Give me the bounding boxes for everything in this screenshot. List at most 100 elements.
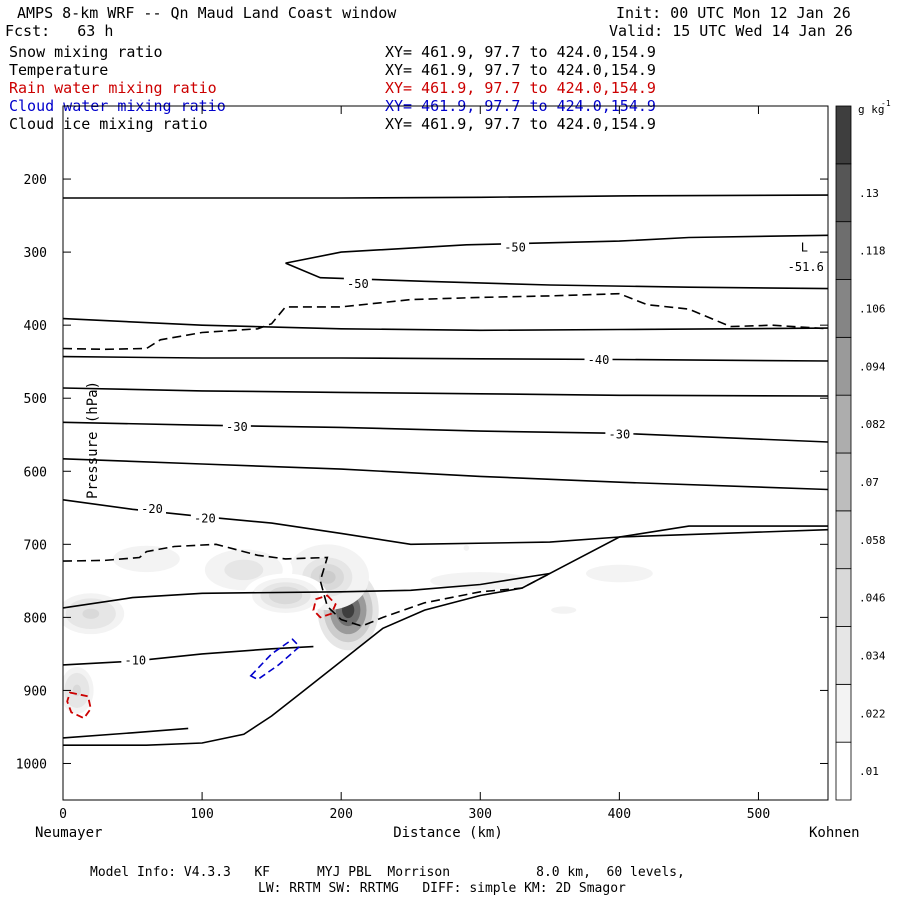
legend-name-cloud-ice: Cloud ice mixing ratio bbox=[9, 115, 208, 133]
colorbar-unit: g kg bbox=[858, 103, 885, 116]
y-tick-label: 1000 bbox=[16, 757, 47, 772]
cloud-water-contour bbox=[249, 638, 301, 681]
shade-blob bbox=[602, 569, 637, 578]
colorbar-swatch bbox=[835, 163, 852, 223]
contour-label-bg bbox=[343, 274, 372, 290]
shade-blob bbox=[318, 570, 336, 584]
colorbar-swatch bbox=[835, 336, 852, 396]
low-marker: L bbox=[801, 240, 808, 254]
contour-label-bg bbox=[190, 509, 219, 525]
contour-label-bg bbox=[501, 238, 530, 254]
contour-label: -20 bbox=[141, 502, 163, 516]
legend-xy-rain: XY= 461.9, 97.7 to 424.0,154.9 bbox=[385, 79, 656, 97]
temperature-contour bbox=[63, 317, 828, 332]
model-info: Model Info: V4.3.3 KF MYJ PBL Morrison 8… bbox=[90, 865, 685, 880]
contour-label: -30 bbox=[609, 427, 631, 441]
chart-title: AMPS 8-km WRF -- Qn Maud Land Coast wind… bbox=[17, 4, 397, 22]
colorbar-level-label: .082 bbox=[859, 418, 886, 431]
valid-time: Valid: 15 UTC Wed 14 Jan 26 bbox=[609, 22, 853, 40]
colorbar-level-label: .034 bbox=[859, 649, 886, 662]
shade-blob bbox=[277, 591, 294, 600]
legend-xy-temperature: XY= 461.9, 97.7 to 424.0,154.9 bbox=[385, 61, 656, 79]
y-tick-label: 800 bbox=[24, 611, 47, 626]
x-axis-label: Distance (km) bbox=[393, 825, 503, 841]
colorbar-swatch bbox=[835, 626, 852, 685]
colorbar-level-label: .046 bbox=[859, 592, 886, 605]
colorbar-level-label: .13 bbox=[859, 187, 879, 200]
plot-frame bbox=[62, 105, 829, 801]
right-endpoint-label: Kohnen bbox=[809, 825, 860, 841]
contour-label-bg bbox=[121, 651, 150, 667]
colorbar-level-label: .118 bbox=[859, 245, 886, 258]
contour-label-bg bbox=[222, 417, 251, 433]
x-tick-label: 200 bbox=[329, 807, 352, 822]
model-physics: LW: RRTM SW: RRTMG DIFF: simple KM: 2D S… bbox=[258, 881, 626, 896]
contour-labels: -50 -50 -40 -30 -30 -20 -20 -10 L -51.6 bbox=[121, 238, 824, 668]
forecast-hour: Fcst: 63 h bbox=[5, 22, 114, 40]
colorbar-swatch bbox=[835, 741, 852, 801]
colorbar-level-label: .07 bbox=[859, 476, 879, 489]
contour-label: -50 bbox=[347, 277, 369, 291]
terrain-line bbox=[63, 525, 828, 746]
y-axis-label: Pressure (hPa) bbox=[85, 381, 101, 499]
colorbar-level-label: .058 bbox=[859, 534, 886, 547]
cloud-ice-contour bbox=[63, 292, 828, 351]
legend-xy-snow: XY= 461.9, 97.7 to 424.0,154.9 bbox=[385, 43, 656, 61]
init-time: Init: 00 UTC Mon 12 Jan 26 bbox=[616, 4, 851, 22]
colorbar-swatch bbox=[835, 568, 852, 627]
colorbar-level-label: .01 bbox=[859, 765, 879, 778]
legend-xy-cloud-ice: XY= 461.9, 97.7 to 424.0,154.9 bbox=[385, 115, 656, 133]
contour-label: -20 bbox=[194, 511, 216, 525]
temperature-contour bbox=[285, 262, 828, 290]
y-tick-label: 500 bbox=[24, 392, 47, 407]
y-tick-label: 700 bbox=[24, 538, 47, 553]
temperature-contour bbox=[63, 727, 189, 739]
contour-lines bbox=[63, 194, 828, 746]
colorbar-swatch bbox=[835, 510, 852, 570]
colorbar: g kg -1 .01 .022 .034 .046 .058 .07 .082 .094 .1… bbox=[835, 99, 891, 801]
shade-blob bbox=[463, 545, 470, 551]
temperature-contour bbox=[63, 645, 314, 666]
left-endpoint-label: Neumayer bbox=[35, 825, 102, 841]
shade-blob bbox=[135, 554, 158, 564]
shade-blob bbox=[551, 606, 577, 614]
x-tick-label: 0 bbox=[59, 807, 67, 822]
x-tick-label: 100 bbox=[190, 807, 213, 822]
colorbar-level-label: .094 bbox=[859, 360, 886, 373]
colorbar-swatch bbox=[835, 452, 852, 512]
rain-contour bbox=[66, 691, 92, 720]
mixing-ratio-shading bbox=[63, 533, 703, 720]
x-tick-label: 300 bbox=[469, 807, 492, 822]
x-tick-label: 500 bbox=[747, 807, 770, 822]
temperature-contour bbox=[63, 458, 828, 491]
y-tick-label: 900 bbox=[24, 684, 47, 699]
colorbar-level-label: .022 bbox=[859, 707, 886, 720]
contour-label: -50 bbox=[504, 240, 526, 254]
temperature-contour bbox=[63, 194, 828, 199]
colorbar-unit-exponent: -1 bbox=[881, 99, 891, 108]
colorbar-swatch bbox=[835, 394, 852, 454]
temperature-contour bbox=[285, 234, 828, 264]
legend-name-rain: Rain water mixing ratio bbox=[9, 79, 217, 97]
legend-name-snow: Snow mixing ratio bbox=[9, 43, 163, 61]
y-tick-label: 600 bbox=[24, 465, 47, 480]
axes: 200 300 400 500 600 700 800 900 1000 0 100 200 300 40… bbox=[16, 106, 828, 822]
temperature-contour bbox=[63, 387, 828, 397]
low-value: -51.6 bbox=[788, 260, 824, 274]
contour-label-bg bbox=[584, 350, 613, 366]
rain-contour bbox=[312, 594, 337, 619]
contour-label: -10 bbox=[124, 654, 146, 668]
temperature-contour bbox=[63, 572, 550, 609]
cloud-ice-contour bbox=[63, 543, 551, 627]
colorbar-swatch bbox=[835, 221, 852, 280]
legend-name-temperature: Temperature bbox=[9, 61, 109, 79]
colorbar-swatch bbox=[835, 683, 852, 743]
y-tick-label: 400 bbox=[24, 319, 47, 334]
temperature-contour bbox=[63, 499, 828, 546]
y-tick-label: 200 bbox=[24, 173, 47, 188]
shade-blob bbox=[463, 577, 497, 584]
x-tick-label: 400 bbox=[608, 807, 631, 822]
shade-blob bbox=[82, 608, 100, 619]
contour-label-bg bbox=[605, 425, 634, 441]
